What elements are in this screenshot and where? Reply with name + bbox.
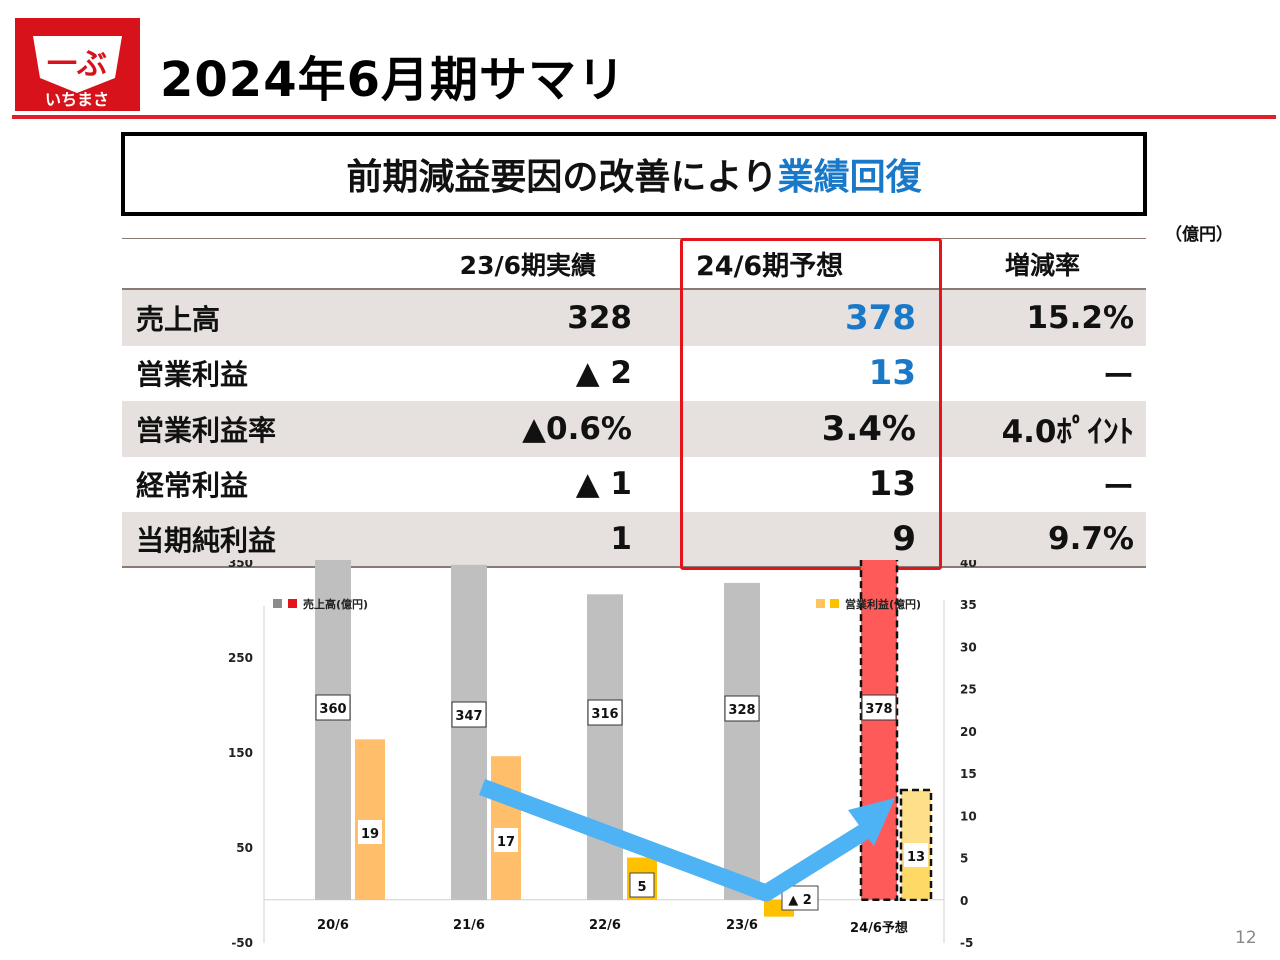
profit-data-label: 13	[907, 850, 925, 865]
row-forecast-value: 3.4%	[821, 408, 916, 449]
forecast-highlight-box	[680, 238, 942, 570]
x-category-label: 22/6	[589, 918, 621, 933]
x-category-label: 24/6予想	[850, 920, 908, 936]
legend-swatch-profit-b	[830, 599, 839, 608]
legend-label-sales: 売上高(億円)	[303, 597, 368, 611]
page-title: 2024年6月期サマリ	[160, 52, 626, 108]
company-logo: 一ぶ いちまさ	[15, 18, 140, 111]
col-header-change: 増減率	[1004, 250, 1080, 280]
sales-bar	[587, 594, 623, 900]
sales-data-label: 378	[865, 702, 892, 717]
table-row: 売上高 328 378 15.2%	[122, 290, 1146, 346]
table-row: 経常利益 ▲ 1 13 ー	[122, 457, 1146, 513]
sales-bar	[315, 560, 351, 900]
sales-data-label: 360	[319, 702, 346, 717]
sales-data-label: 316	[591, 707, 618, 722]
row-forecast-value: 378	[845, 297, 916, 338]
legend-swatch-profit-a	[816, 599, 825, 608]
row-label: 当期純利益	[136, 523, 277, 557]
row-prev-value: ▲ 1	[575, 466, 632, 503]
sales-data-label: 347	[455, 709, 482, 724]
sales-profit-chart: -5050150250350-505101520253035403601920/…	[228, 560, 977, 950]
y-left-tick-label: 350	[228, 560, 253, 570]
table-header: 23/6期実績 24/6期予想 増減率	[122, 238, 1146, 290]
row-change-value: 15.2%	[1026, 299, 1134, 336]
legend-swatch-sales-b	[288, 599, 297, 608]
profit-data-label: 5	[637, 880, 646, 895]
page-number: 12	[1235, 928, 1257, 948]
table-row: 営業利益 ▲ 2 13 ー	[122, 346, 1146, 402]
sales-data-label-box	[587, 699, 623, 726]
unit-note: （億円）	[1165, 225, 1233, 245]
legend-swatch-sales-a	[273, 599, 282, 608]
sales-bar	[451, 564, 487, 900]
row-label: 売上高	[136, 302, 221, 336]
table-body: 売上高 328 378 15.2% 営業利益 ▲ 2 13 ー営業利益率 ▲0.6% 3.4% 4.…	[122, 290, 1146, 568]
x-category-label: 20/6	[317, 918, 349, 933]
y-right-tick-label: -5	[960, 936, 973, 950]
profit-data-label: ▲ 2	[788, 893, 812, 908]
trend-arrow	[479, 779, 875, 902]
row-label: 営業利益	[136, 358, 249, 392]
table-row: 当期純利益 1 9 9.7%	[122, 512, 1146, 568]
title-divider	[12, 115, 1276, 119]
row-forecast-value: 13	[868, 464, 916, 505]
table-row: 営業利益率 ▲0.6% 3.4% 4.0ﾎﾟｲﾝﾄ	[122, 401, 1146, 457]
y-left-tick-label: 50	[236, 841, 253, 855]
y-left-tick-label: 250	[228, 651, 253, 665]
profit-data-label-box	[781, 885, 819, 911]
profit-data-label: 19	[361, 827, 379, 842]
headline-accent: 業績回復	[777, 157, 922, 198]
y-right-tick-label: 25	[960, 683, 977, 697]
profit-bar-lower-segment	[902, 861, 930, 899]
col-header-prev: 23/6期実績	[459, 250, 596, 280]
sales-data-label-box	[315, 694, 351, 721]
y-right-tick-label: 10	[960, 809, 977, 823]
profit-data-label-box	[904, 843, 928, 867]
y-right-tick-label: 40	[960, 560, 977, 570]
y-right-tick-label: 20	[960, 725, 977, 739]
y-left-tick-label: 150	[228, 746, 253, 760]
y-right-tick-label: 30	[960, 640, 977, 654]
row-prev-value: ▲0.6%	[522, 410, 632, 447]
sales-bar	[859, 560, 899, 902]
headline-prefix: 前期減益要因の改善により	[346, 157, 778, 198]
row-forecast-value: 9	[892, 518, 916, 559]
y-left-tick-label: -50	[231, 936, 253, 950]
profit-data-label: 17	[497, 835, 515, 850]
headline-box: 前期減益要因の改善により 業績回復	[121, 132, 1147, 216]
trend-arrow-head	[848, 798, 895, 846]
y-right-tick-label: 35	[960, 598, 977, 612]
results-table: 23/6期実績 24/6期予想 増減率 売上高 328 378 15.2% 営業利益 ▲ …	[122, 238, 1146, 568]
profit-bar	[355, 739, 385, 900]
y-right-tick-label: 0	[960, 894, 968, 908]
row-change-value: 9.7%	[1048, 520, 1134, 557]
x-category-label: 23/6	[726, 918, 758, 933]
y-right-tick-label: 15	[960, 767, 977, 781]
profit-data-label-box	[494, 828, 518, 852]
row-prev-value: 328	[567, 299, 632, 336]
logo-mark: 一ぶ	[47, 47, 107, 82]
row-forecast-value: 13	[868, 353, 916, 394]
profit-data-label-box	[358, 820, 382, 844]
x-category-label: 21/6	[453, 918, 485, 933]
sales-data-label-box	[451, 701, 487, 728]
row-change-value: ー	[1103, 358, 1134, 395]
col-header-forecast: 24/6期予想	[696, 251, 844, 282]
row-label: 経常利益	[136, 469, 249, 503]
row-change-value: ー	[1103, 469, 1134, 506]
sales-bar	[724, 582, 760, 900]
row-prev-value: ▲ 2	[575, 355, 632, 392]
row-label: 営業利益率	[136, 413, 277, 447]
profit-data-label-box	[629, 872, 655, 898]
sales-data-label-box	[861, 694, 897, 721]
sales-data-label: 328	[728, 703, 755, 718]
sales-data-label-box	[724, 695, 760, 722]
logo-text: いちまさ	[45, 90, 109, 109]
y-right-tick-label: 5	[960, 852, 968, 866]
legend-label-profit: 営業利益(億円)	[845, 597, 921, 611]
row-prev-value: 1	[610, 520, 632, 557]
row-change-value: 4.0ﾎﾟｲﾝﾄ	[1001, 414, 1134, 451]
